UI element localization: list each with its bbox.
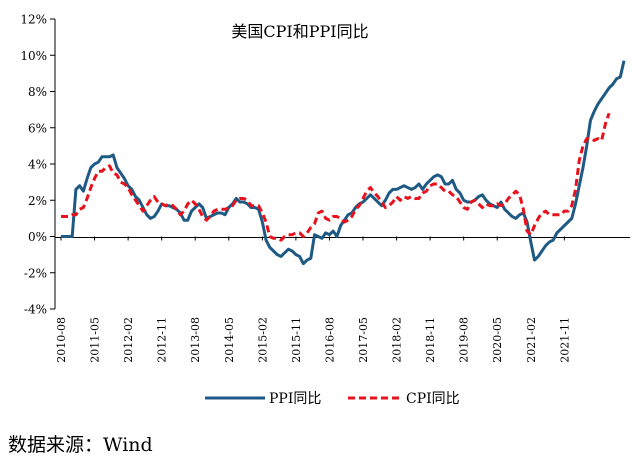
- x-tick-label: 2015-02: [256, 317, 269, 363]
- y-tick-label: -2%: [24, 266, 47, 280]
- x-tick-label: 2014-05: [223, 317, 236, 363]
- y-tick-label: 12%: [20, 13, 47, 27]
- x-tick-label: 2016-08: [323, 317, 336, 363]
- line-chart: 美国CPI和PPI同比 -4% -2% 0% 2% 4% 6% 8% 10% 12% 2010-…: [20, 13, 630, 407]
- y-tick-label: 10%: [20, 49, 47, 63]
- y-tick-label: 6%: [28, 121, 47, 135]
- x-tick-label: 2021-02: [525, 317, 538, 363]
- y-tick-label: -4%: [24, 303, 47, 317]
- x-tick-label: 2021-11: [558, 317, 571, 363]
- x-axis-ticks: 2010-08 2011-05 2012-02 2012-11 2013-08 2014-…: [55, 236, 571, 363]
- series-layer: [61, 60, 626, 266]
- y-tick-label: 0%: [28, 230, 47, 244]
- x-tick-label: 2015-11: [290, 317, 303, 363]
- y-tick-label: 2%: [28, 194, 47, 208]
- ppi-series-line: [61, 60, 626, 266]
- y-axis-ticks: -4% -2% 0% 2% 4% 6% 8% 10% 12%: [20, 13, 55, 317]
- x-tick-label: 2020-05: [491, 317, 504, 363]
- cpi-series-line: [61, 112, 611, 242]
- x-tick-label: 2018-11: [424, 317, 437, 363]
- x-tick-label: 2019-08: [458, 317, 471, 363]
- x-tick-label: 2017-05: [357, 317, 370, 363]
- x-tick-label: 2012-11: [156, 317, 169, 363]
- legend-label-ppi: PPI同比: [269, 391, 321, 407]
- source-note: 数据来源：Wind: [8, 434, 153, 456]
- x-tick-label: 2010-08: [55, 317, 68, 363]
- x-tick-label: 2013-08: [189, 317, 202, 363]
- y-tick-label: 4%: [28, 158, 47, 172]
- y-tick-label: 8%: [28, 85, 47, 99]
- chart-title: 美国CPI和PPI同比: [231, 22, 368, 41]
- legend-label-cpi: CPI同比: [406, 391, 460, 407]
- x-tick-label: 2011-05: [89, 317, 102, 363]
- legend: PPI同比 CPI同比: [205, 391, 460, 407]
- x-tick-label: 2018-02: [391, 317, 404, 363]
- x-tick-label: 2012-02: [122, 317, 135, 363]
